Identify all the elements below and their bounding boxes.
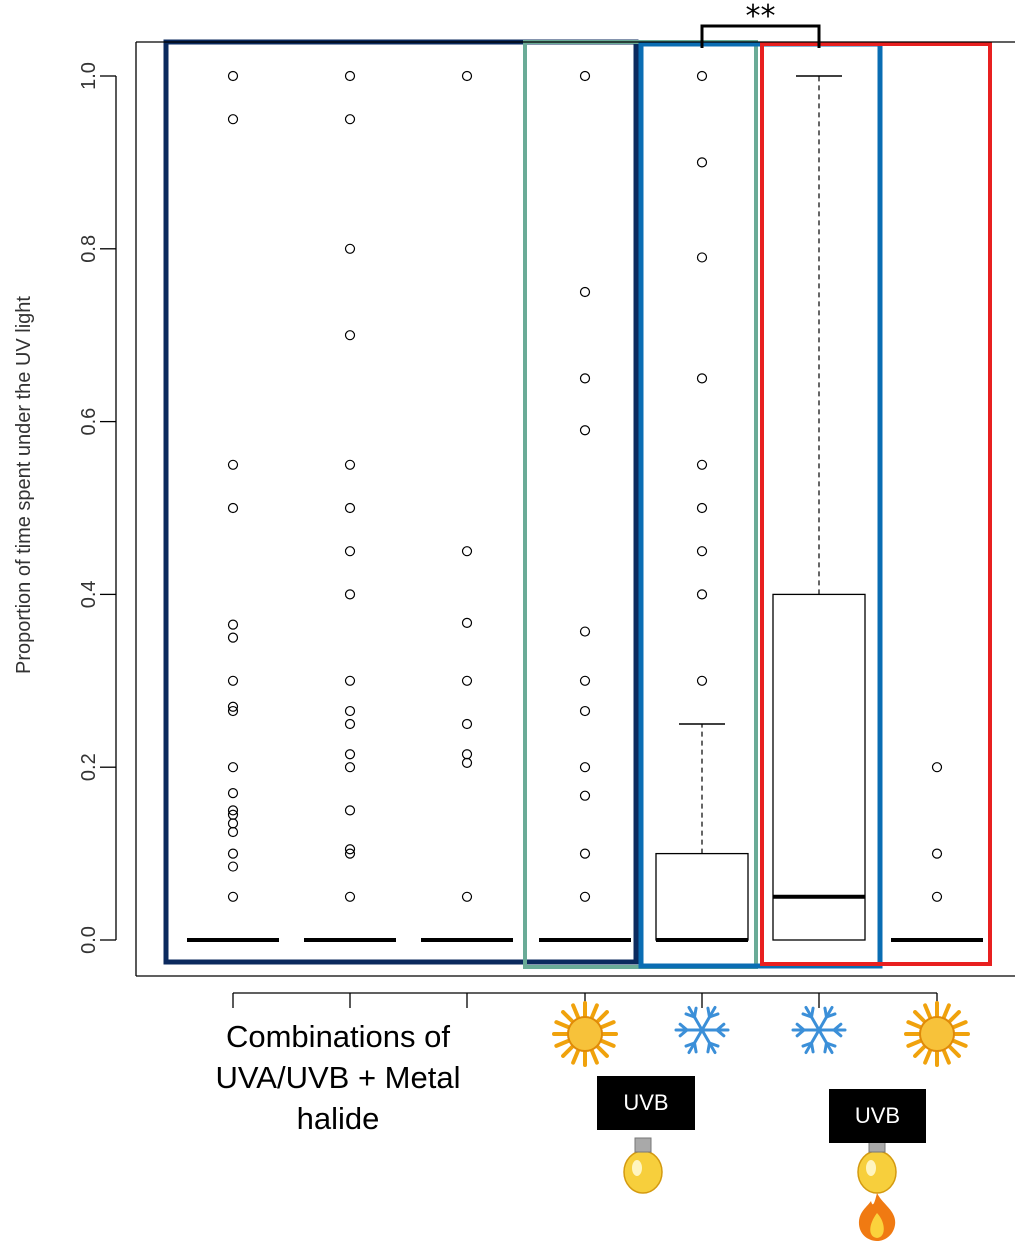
outlier-points — [227, 70, 943, 902]
outlier-point — [344, 114, 356, 125]
outlier-point — [579, 425, 591, 436]
outlier-point — [344, 848, 356, 859]
outlier-point — [344, 70, 356, 82]
outlier-point — [344, 459, 356, 470]
condition-icons — [552, 1001, 970, 1241]
outlier-point — [227, 805, 239, 816]
y-tick-label: 1.0 — [78, 62, 100, 90]
outlier-point — [227, 701, 239, 712]
outlier-point — [227, 459, 239, 470]
group-frame — [163, 39, 639, 965]
sun-icon — [904, 1001, 970, 1067]
outlier-point — [461, 718, 473, 730]
axes: 0.0 0.2 0.4 0.6 0.8 1.0 — [78, 41, 1015, 1008]
outlier-point — [461, 891, 473, 902]
outlier-point — [696, 373, 708, 384]
outlier-point — [227, 848, 239, 859]
outlier-point — [227, 826, 239, 838]
box-series — [187, 75, 983, 942]
outlier-point — [579, 891, 591, 902]
outlier-point — [344, 891, 356, 902]
outlier-point — [344, 546, 356, 557]
uvb-label: UVB — [829, 1089, 926, 1143]
outlier-point — [696, 459, 708, 470]
outlier-point — [579, 626, 591, 637]
y-tick-label: 0.8 — [78, 235, 100, 263]
outlier-point — [579, 762, 591, 773]
outlier-point — [344, 705, 356, 717]
outlier-point — [931, 762, 943, 773]
uvb-label: UVB — [597, 1076, 695, 1130]
outlier-point — [344, 762, 356, 773]
outlier-point — [461, 749, 473, 760]
outlier-point — [579, 70, 591, 82]
group-frames — [163, 39, 992, 969]
outlier-point — [461, 546, 473, 557]
snowflake-icon — [674, 1005, 730, 1055]
caption-line: Combinations of — [225, 1019, 450, 1054]
outlier-point — [696, 546, 708, 557]
y-tick-label: 0.0 — [78, 926, 100, 954]
group-frame — [760, 42, 992, 966]
outlier-point — [227, 632, 239, 643]
outlier-point — [227, 619, 239, 630]
sun-icon — [552, 1001, 618, 1067]
flame-icon — [858, 1193, 896, 1241]
outlier-point — [344, 805, 356, 816]
x-axis-caption: Combinations of UVA/UVB + Metal halide — [186, 1016, 490, 1139]
significance-label: ** — [746, 0, 776, 34]
outlier-point — [461, 617, 473, 629]
box — [655, 852, 749, 941]
outlier-point — [696, 70, 708, 82]
y-tick-label: 0.6 — [78, 408, 100, 436]
snowflake-icon — [791, 1005, 847, 1055]
outlier-point — [344, 243, 356, 254]
outlier-point — [579, 675, 591, 686]
outlier-point — [696, 252, 708, 263]
outlier-point — [579, 705, 591, 717]
outlier-point — [461, 675, 473, 686]
outlier-point — [579, 286, 591, 298]
outlier-point — [227, 861, 239, 872]
y-tick-label: 0.2 — [78, 753, 100, 781]
outlier-point — [344, 502, 356, 514]
outlier-point — [696, 675, 708, 686]
outlier-point — [931, 848, 943, 859]
outlier-point — [227, 114, 239, 125]
outlier-point — [227, 788, 239, 799]
box — [772, 593, 866, 941]
bracket — [700, 24, 821, 48]
outlier-point — [461, 757, 473, 768]
outlier-point — [227, 70, 239, 82]
bulb-icon — [857, 1137, 897, 1194]
outlier-point — [461, 70, 473, 82]
outlier-point — [227, 705, 239, 717]
outlier-point — [344, 749, 356, 760]
outlier-point — [344, 844, 356, 855]
outlier-point — [344, 330, 356, 341]
outlier-point — [579, 790, 591, 801]
outlier-point — [227, 675, 239, 686]
outlier-point — [227, 818, 239, 829]
y-tick-label: 0.4 — [78, 580, 100, 608]
outlier-point — [227, 762, 239, 773]
significance-bracket: ** — [700, 0, 821, 48]
bulb-icon — [623, 1137, 663, 1194]
outlier-point — [696, 157, 708, 168]
outlier-point — [227, 502, 239, 514]
outlier-point — [344, 589, 356, 600]
outlier-point — [579, 373, 591, 384]
y-axis-label: Proportion of time spent under the UV li… — [13, 296, 35, 674]
y-axis-label-wrap: Proportion of time spent under the UV li… — [10, 200, 50, 770]
caption-line: UVA/UVB + Metal — [215, 1060, 461, 1095]
outlier-point — [344, 718, 356, 730]
outlier-point — [931, 891, 943, 902]
outlier-point — [696, 502, 708, 514]
outlier-point — [579, 848, 591, 859]
caption-line: halide — [296, 1101, 380, 1136]
outlier-point — [227, 891, 239, 902]
outlier-point — [344, 675, 356, 686]
outlier-point — [696, 589, 708, 600]
